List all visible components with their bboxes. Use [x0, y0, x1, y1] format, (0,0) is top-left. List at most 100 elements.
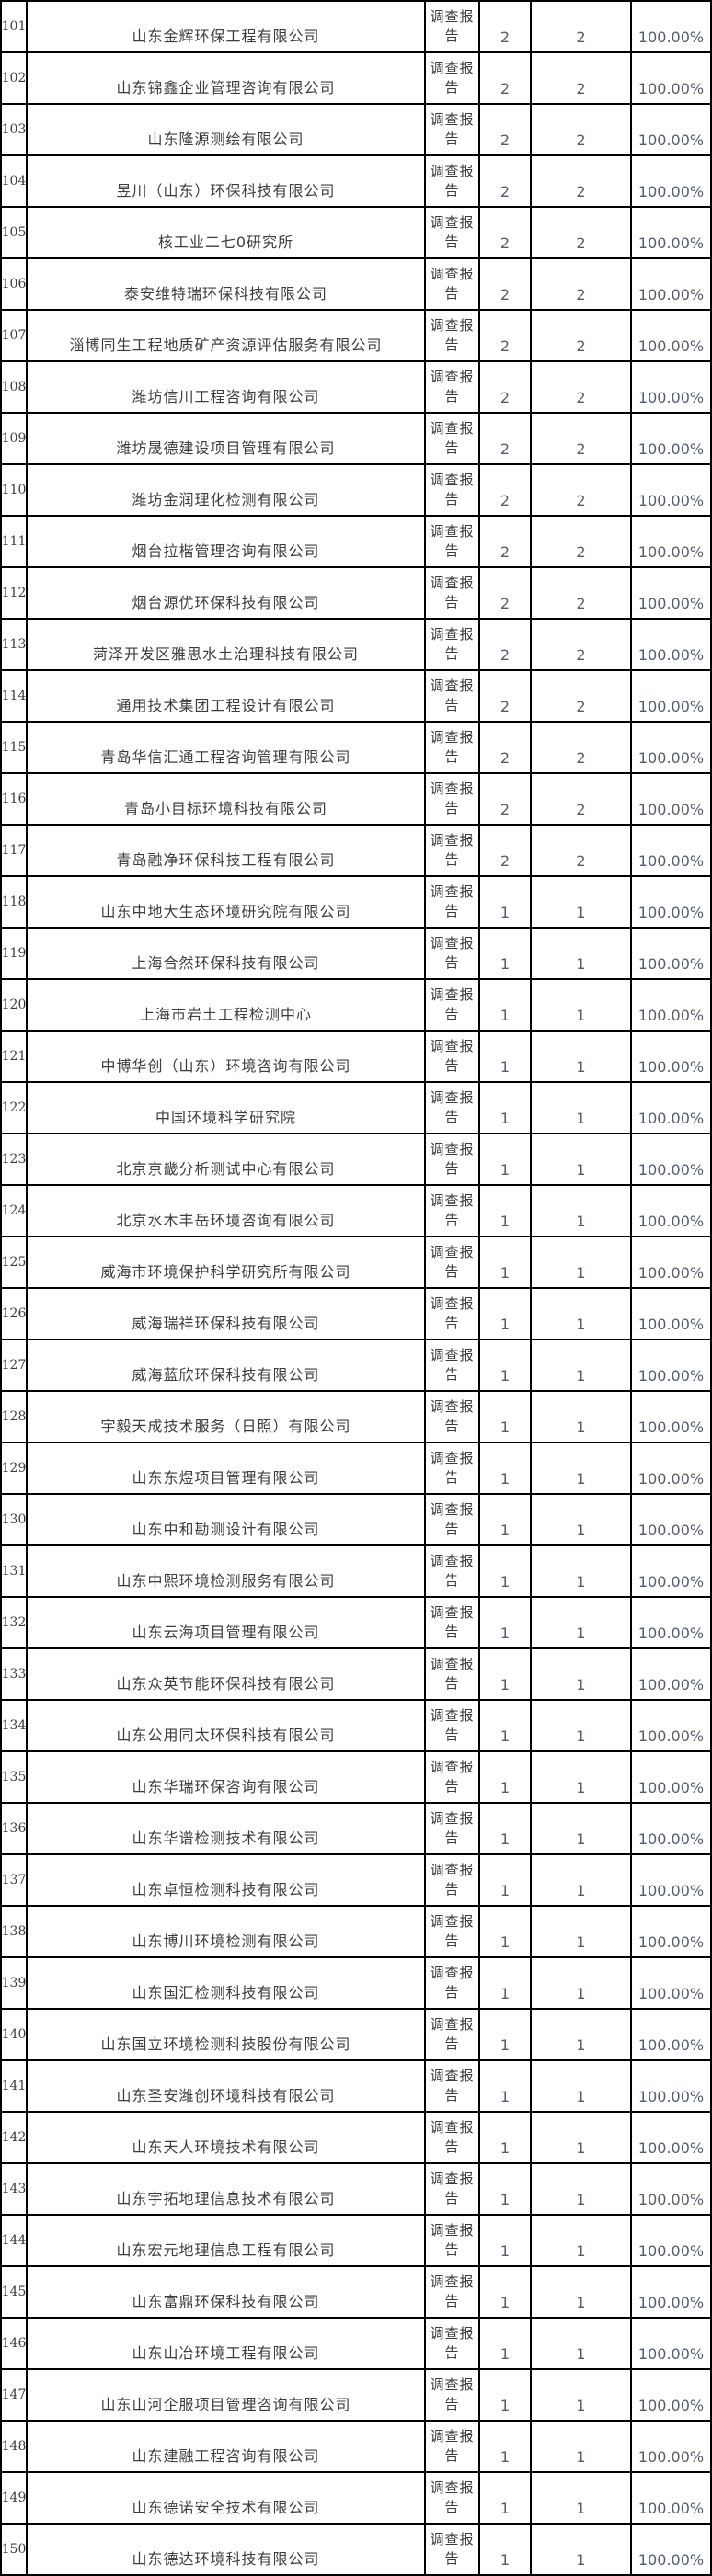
row-number-cell: 104 [2, 156, 28, 208]
report-type-label: 调查报告 [430, 163, 475, 199]
table-row: 144 山东宏元地理信息工程有限公司 调查报告 1 1 100.00% [2, 2216, 712, 2267]
planned-count-cell: 1 [480, 2525, 532, 2576]
company-name-cell: 烟台源优环保科技有限公司 [28, 568, 426, 620]
planned-count-cell: 2 [480, 2, 532, 53]
planned-count-cell: 1 [480, 1752, 532, 1804]
planned-count-cell: 2 [480, 568, 532, 620]
actual-count-cell: 2 [532, 517, 632, 568]
row-number-cell: 108 [2, 362, 28, 414]
table-row: 120 上海市岩土工程检测中心 调查报告 1 1 100.00% [2, 980, 712, 1032]
report-type-label: 调查报告 [430, 2068, 475, 2103]
company-name-cell: 山东公用同太环保科技有限公司 [28, 1701, 426, 1752]
completion-rate-cell: 100.00% [632, 1649, 712, 1701]
actual-count-cell: 2 [532, 774, 632, 826]
planned-count-cell: 1 [480, 1958, 532, 2010]
report-type-label: 调查报告 [430, 1759, 475, 1795]
planned-count-cell: 2 [480, 826, 532, 877]
actual-count-cell: 1 [532, 1289, 632, 1340]
row-number-cell: 133 [2, 1649, 28, 1701]
report-type-label: 调查报告 [430, 1347, 475, 1383]
company-name-cell: 山东中和勘测设计有限公司 [28, 1495, 426, 1546]
report-type-cell: 调查报告 [426, 2010, 480, 2061]
report-type-label: 调查报告 [430, 1553, 475, 1589]
planned-count-cell: 2 [480, 53, 532, 105]
report-type-label: 调查报告 [430, 369, 475, 405]
table-row: 102 山东锦鑫企业管理咨询有限公司 调查报告 2 2 100.00% [2, 53, 712, 105]
completion-rate-cell: 100.00% [632, 156, 712, 208]
completion-rate-cell: 100.00% [632, 1495, 712, 1546]
planned-count-cell: 1 [480, 1289, 532, 1340]
planned-count-cell: 2 [480, 259, 532, 311]
actual-count-cell: 2 [532, 259, 632, 311]
completion-rate-cell: 100.00% [632, 1804, 712, 1855]
report-type-label: 调查报告 [430, 1501, 475, 1537]
completion-rate-cell: 100.00% [632, 2319, 712, 2370]
table-row: 114 通用技术集团工程设计有限公司 调查报告 2 2 100.00% [2, 671, 712, 723]
report-type-label: 调查报告 [430, 2428, 475, 2464]
completion-rate-cell: 100.00% [632, 208, 712, 259]
actual-count-cell: 2 [532, 465, 632, 517]
report-type-cell: 调查报告 [426, 1340, 480, 1392]
actual-count-cell: 1 [532, 1752, 632, 1804]
company-name-cell: 山东山冶环境工程有限公司 [28, 2319, 426, 2370]
row-number-cell: 107 [2, 311, 28, 362]
company-name-cell: 山东富鼎环保科技有限公司 [28, 2267, 426, 2319]
row-number-cell: 134 [2, 1701, 28, 1752]
company-name-cell: 山东天人环境技术有限公司 [28, 2113, 426, 2164]
company-name-cell: 核工业二七0研究所 [28, 208, 426, 259]
row-number-cell: 126 [2, 1289, 28, 1340]
report-type-cell: 调查报告 [426, 1083, 480, 1134]
report-type-label: 调查报告 [430, 883, 475, 919]
report-type-label: 调查报告 [430, 2479, 475, 2515]
company-name-cell: 昱川（山东）环保科技有限公司 [28, 156, 426, 208]
table-row: 113 菏泽开发区雅思水土治理科技有限公司 调查报告 2 2 100.00% [2, 620, 712, 671]
report-type-label: 调查报告 [430, 2377, 475, 2412]
report-type-label: 调查报告 [430, 781, 475, 816]
row-number-cell: 125 [2, 1237, 28, 1289]
report-type-label: 调查报告 [430, 2222, 475, 2258]
report-type-cell: 调查报告 [426, 311, 480, 362]
report-type-cell: 调查报告 [426, 1649, 480, 1701]
row-number-cell: 109 [2, 414, 28, 465]
completion-rate-cell: 100.00% [632, 929, 712, 980]
actual-count-cell: 2 [532, 362, 632, 414]
actual-count-cell: 2 [532, 671, 632, 723]
row-number-cell: 148 [2, 2422, 28, 2473]
table-row: 134 山东公用同太环保科技有限公司 调查报告 1 1 100.00% [2, 1701, 712, 1752]
table-row: 124 北京水木丰岳环境咨询有限公司 调查报告 1 1 100.00% [2, 1186, 712, 1237]
company-name-cell: 威海瑞祥环保科技有限公司 [28, 1289, 426, 1340]
report-type-cell: 调查报告 [426, 1237, 480, 1289]
completion-rate-cell: 100.00% [632, 53, 712, 105]
table-row: 133 山东众英节能环保科技有限公司 调查报告 1 1 100.00% [2, 1649, 712, 1701]
company-name-cell: 山东中熙环境检测服务有限公司 [28, 1546, 426, 1598]
table-row: 118 山东中地大生态环境研究院有限公司 调查报告 1 1 100.00% [2, 877, 712, 929]
actual-count-cell: 1 [532, 2319, 632, 2370]
report-type-cell: 调查报告 [426, 53, 480, 105]
actual-count-cell: 2 [532, 105, 632, 156]
row-number-cell: 142 [2, 2113, 28, 2164]
company-name-cell: 山东山河企服项目管理咨询有限公司 [28, 2370, 426, 2422]
actual-count-cell: 1 [532, 1340, 632, 1392]
actual-count-cell: 1 [532, 1804, 632, 1855]
report-type-cell: 调查报告 [426, 259, 480, 311]
actual-count-cell: 1 [532, 1392, 632, 1443]
row-number-cell: 129 [2, 1443, 28, 1495]
row-number-cell: 136 [2, 1804, 28, 1855]
actual-count-cell: 1 [532, 2216, 632, 2267]
table-row: 138 山东博川环境检测有限公司 调查报告 1 1 100.00% [2, 1907, 712, 1958]
row-number-cell: 115 [2, 723, 28, 774]
table-row: 116 青岛小目标环境科技有限公司 调查报告 2 2 100.00% [2, 774, 712, 826]
actual-count-cell: 2 [532, 208, 632, 259]
report-type-label: 调查报告 [430, 2119, 475, 2155]
actual-count-cell: 1 [532, 2525, 632, 2576]
completion-rate-cell: 100.00% [632, 1186, 712, 1237]
completion-rate-cell: 100.00% [632, 259, 712, 311]
report-type-cell: 调查报告 [426, 2525, 480, 2576]
report-type-label: 调查报告 [430, 1656, 475, 1692]
planned-count-cell: 2 [480, 414, 532, 465]
table-row: 117 青岛融净环保科技工程有限公司 调查报告 2 2 100.00% [2, 826, 712, 877]
report-type-label: 调查报告 [430, 1038, 475, 1074]
completion-rate-cell: 100.00% [632, 311, 712, 362]
planned-count-cell: 2 [480, 465, 532, 517]
company-name-cell: 宇毅天成技术服务（日照）有限公司 [28, 1392, 426, 1443]
